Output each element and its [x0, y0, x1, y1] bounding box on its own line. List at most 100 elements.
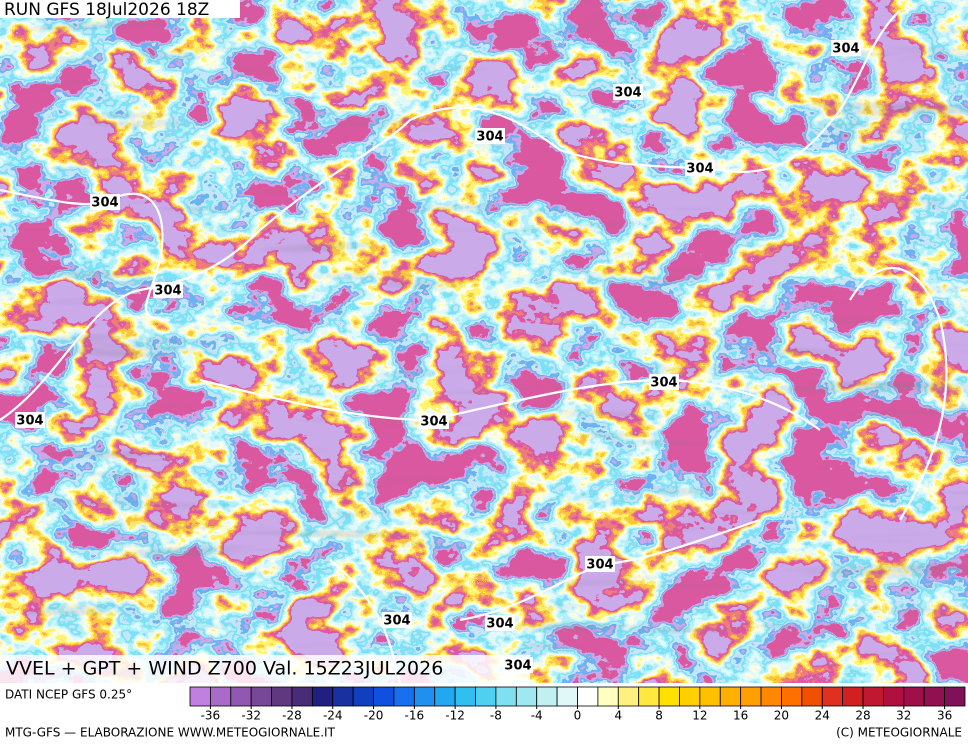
- colorbar-swatch: [638, 686, 660, 707]
- colorbar-tick-label: 16: [733, 709, 748, 723]
- colorbar-swatch: [923, 686, 946, 707]
- colorbar-swatch: [413, 686, 436, 707]
- colorbar-tick-label: -36: [201, 709, 221, 723]
- contour-label-box: [15, 412, 45, 428]
- colorbar-tick-label: 12: [692, 709, 707, 723]
- colorbar-tick-label: -4: [531, 709, 543, 723]
- contour-label: 304: [154, 284, 181, 299]
- contour-label-box: [649, 374, 679, 390]
- contour-label-box: [419, 413, 449, 429]
- contour-label-box: [585, 556, 615, 572]
- colorbar-swatch: [903, 686, 925, 707]
- source-label: DATI NCEP GFS 0.25°: [5, 688, 132, 702]
- colorbar-swatch: [862, 686, 884, 707]
- colorbar-swatch: [883, 686, 905, 707]
- colorbar-swatch: [189, 686, 211, 707]
- colorbar-swatch: [311, 686, 334, 707]
- colorbar-swatch: [658, 686, 680, 707]
- colorbar-swatch: [719, 686, 742, 707]
- colorbar-swatch: [515, 686, 538, 707]
- contour-label: 304: [91, 196, 118, 211]
- colorbar-tick-label: 24: [815, 709, 830, 723]
- contour-label-box: [685, 160, 715, 176]
- colorbar-swatch: [393, 686, 415, 707]
- map-title: VVEL + GPT + WIND Z700 Val. 15Z23JUL2026: [6, 658, 443, 680]
- colorbar-swatch: [699, 686, 721, 707]
- colorbar-swatch: [556, 686, 578, 707]
- colorbar-tick-label: 20: [774, 709, 789, 723]
- contour-label-box: [475, 128, 505, 144]
- contour-label: 304: [476, 130, 503, 145]
- contour-label: 304: [383, 614, 410, 629]
- colorbar-swatch: [597, 686, 619, 707]
- colorbar-swatch: [842, 686, 864, 707]
- colorbar-swatch: [209, 686, 232, 707]
- colorbar-swatch: [821, 686, 844, 707]
- colorbar-swatch: [760, 686, 782, 707]
- colorbar-swatch: [944, 686, 966, 707]
- contour-label-box: [503, 657, 533, 673]
- contour-label-box: [382, 612, 412, 628]
- contour-label: 304: [832, 42, 859, 57]
- wind-streamlines: [0, 0, 968, 683]
- map-title-box: [0, 655, 530, 683]
- colorbar-tick-label: 4: [614, 709, 622, 723]
- colorbar-swatch: [536, 686, 558, 707]
- colorbar-swatch: [271, 686, 293, 707]
- colorbar-swatch: [679, 686, 701, 707]
- contour-label-box: [613, 84, 643, 100]
- colorbar-tick-label: -16: [405, 709, 425, 723]
- colorbar-swatch: [250, 686, 272, 707]
- colorbar-tick-label: -32: [241, 709, 261, 723]
- colorbar-tick-label: 32: [896, 709, 911, 723]
- footer-left: MTG-GFS — ELABORAZIONE WWW.METEOGIORNALE…: [5, 726, 336, 740]
- colorbar-swatch: [577, 686, 599, 707]
- colorbar-swatch: [434, 686, 456, 707]
- colorbar-tick-label: 0: [574, 709, 582, 723]
- colorbar-swatch: [291, 686, 313, 707]
- run-label-box: [0, 0, 240, 18]
- colorbar-tick-label: -28: [282, 709, 302, 723]
- colorbar-tick-label: -24: [323, 709, 343, 723]
- colorbar-tick-label: 36: [937, 709, 952, 723]
- contour-line: [0, 188, 171, 322]
- colorbar-swatch: [373, 686, 395, 707]
- colorbar-swatch: [332, 686, 354, 707]
- contour-label-box: [485, 615, 515, 631]
- footer-right: (C) METEOGIORNALE: [836, 726, 962, 740]
- colorbar-swatch: [495, 686, 517, 707]
- contour-line: [199, 378, 821, 431]
- run-label: RUN GFS 18Jul2026 18Z: [4, 0, 209, 20]
- colorbar-tick-label: 28: [855, 709, 870, 723]
- contour-label: 304: [420, 415, 447, 430]
- contour-label: 304: [16, 414, 43, 429]
- contour-label-box: [90, 194, 120, 210]
- colorbar-tick-label: -20: [364, 709, 384, 723]
- contour-label: 304: [504, 659, 531, 674]
- colorbar-swatch: [781, 686, 803, 707]
- contour-labels: 304 304 304 304 304 304 304 304 304 304 304 304 304: [15, 40, 861, 674]
- contour-label: 304: [486, 617, 513, 632]
- colorbar-tick-label: -12: [445, 709, 465, 723]
- colorbar-swatch: [454, 686, 476, 707]
- contour-line: [0, 9, 901, 421]
- contour-label-box: [153, 282, 183, 298]
- colorbar-tick-label: -8: [490, 709, 502, 723]
- colorbar-swatch: [230, 686, 252, 707]
- contour-line: [849, 267, 948, 521]
- contour-label-box: [831, 40, 861, 56]
- contour-label: 304: [686, 162, 713, 177]
- colorbar-swatch: [617, 686, 640, 707]
- geopotential-contours: [0, 9, 948, 684]
- colorbar-swatch: [475, 686, 497, 707]
- colorbar-swatch: [352, 686, 374, 707]
- colorbar-swatch: [740, 686, 762, 707]
- colorbar-swatch: [801, 686, 823, 707]
- contour-label: 304: [650, 376, 677, 391]
- colorbar-tick-label: 8: [655, 709, 663, 723]
- contour-label: 304: [614, 86, 641, 101]
- contour-label: 304: [586, 558, 613, 573]
- colorbar: -36 -32 -28 -24 -20 -16 -12 -8 -4 0 4 8 12 16 20 24 28 32…: [189, 686, 966, 723]
